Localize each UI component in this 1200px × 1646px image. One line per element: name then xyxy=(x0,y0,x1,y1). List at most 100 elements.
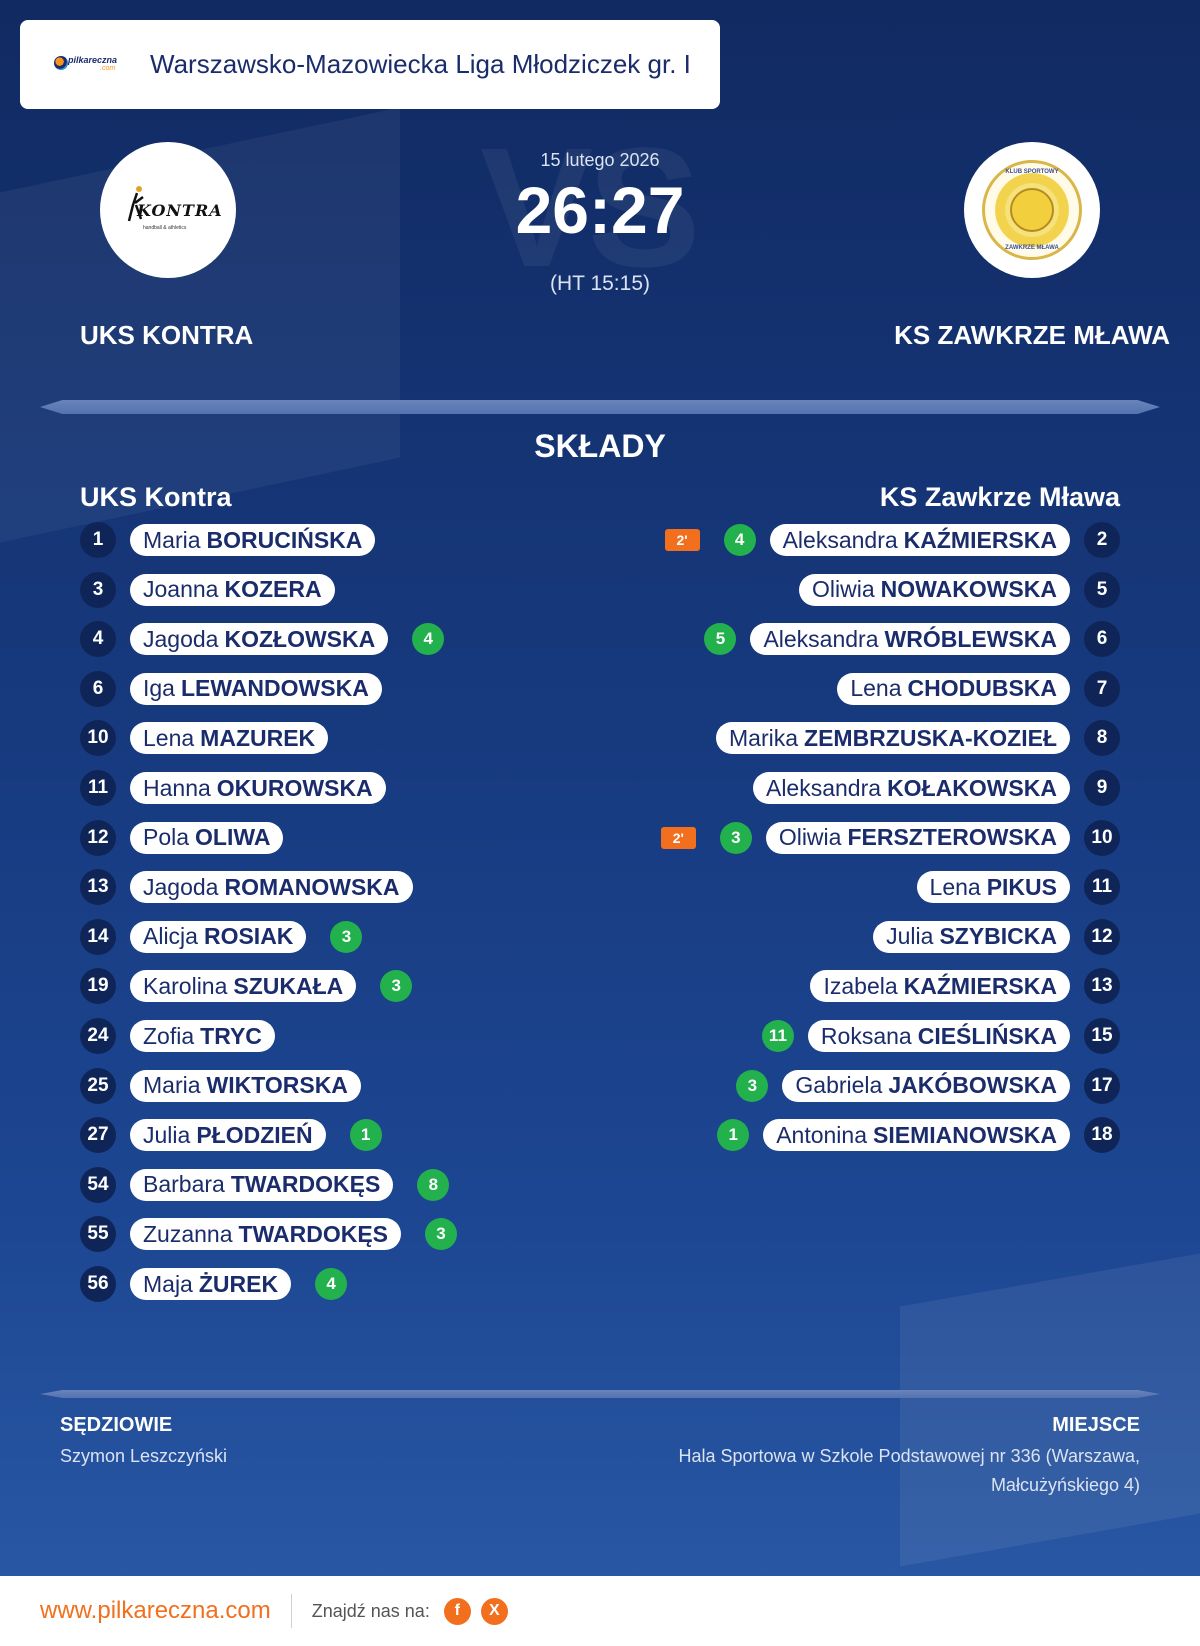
venue-text: Hala Sportowa w Szkole Podstawowej nr 33… xyxy=(678,1446,1140,1495)
player-name[interactable]: Marika ZEMBRZUSKA-KOZIEŁ xyxy=(716,722,1070,755)
footer-separator xyxy=(290,1594,292,1628)
player-first-name: Julia xyxy=(143,1121,191,1148)
player-name[interactable]: Izabela KAŹMIERSKA xyxy=(810,970,1070,1003)
player-name[interactable]: Antonina SIEMIANOWSKA xyxy=(763,1119,1070,1152)
away-team-logo: KLUB SPORTOWY ZAWKRZE MŁAWA xyxy=(964,142,1100,278)
home-squad-title: UKS Kontra xyxy=(80,482,232,512)
player-name[interactable]: Karolina SZUKAŁA xyxy=(130,970,357,1003)
player-number: 15 xyxy=(1084,1018,1120,1054)
player-name[interactable]: Iga LEWANDOWSKA xyxy=(130,672,382,705)
player-last-name: TWARDOKĘS xyxy=(230,1171,381,1198)
player-first-name: Izabela xyxy=(823,972,898,999)
player-name[interactable]: Lena CHODUBSKA xyxy=(837,672,1070,705)
player-first-name: Gabriela xyxy=(795,1072,883,1099)
player-name[interactable]: Oliwia NOWAKOWSKA xyxy=(799,573,1070,606)
pilkareczna-logo[interactable]: pilkareczna .com xyxy=(50,50,130,80)
player-name[interactable]: Maria WIKTORSKA xyxy=(130,1069,361,1102)
player-first-name: Karolina xyxy=(143,972,228,999)
referees-names: Szymon Leszczyński xyxy=(60,1446,228,1466)
player-number: 6 xyxy=(80,670,116,707)
player-name[interactable]: Hanna OKUROWSKA xyxy=(130,772,386,804)
player-first-name: Maria xyxy=(143,526,201,553)
goals-badge: 5 xyxy=(704,623,737,656)
away-player-row: 9 Aleksandra KOŁAKOWSKA xyxy=(752,770,1120,806)
player-last-name: TWARDOKĘS xyxy=(238,1220,389,1247)
player-name[interactable]: Aleksandra KOŁAKOWSKA xyxy=(752,772,1070,804)
away-player-row: 7 Lena CHODUBSKA xyxy=(837,670,1120,707)
player-name[interactable]: Maja ŻUREK xyxy=(130,1268,292,1300)
player-last-name: FERSZTEROWSKA xyxy=(847,824,1057,851)
player-number: 8 xyxy=(1084,720,1120,757)
player-name[interactable]: Julia PŁODZIEŃ xyxy=(130,1119,326,1152)
player-last-name: OKUROWSKA xyxy=(216,774,373,801)
player-last-name: TRYC xyxy=(200,1022,262,1049)
player-last-name: ROMANOWSKA xyxy=(224,873,400,900)
player-first-name: Aleksandra xyxy=(763,625,879,652)
home-player-row: 11 Hanna OKUROWSKA xyxy=(80,770,386,806)
player-name[interactable]: Zofia TRYC xyxy=(130,1020,275,1052)
player-first-name: Joanna xyxy=(143,576,219,603)
referees-heading: SĘDZIOWIE xyxy=(60,1414,173,1436)
player-name[interactable]: Jagoda ROMANOWSKA xyxy=(130,871,413,904)
goals-badge: 3 xyxy=(719,821,752,854)
home-player-row: 55 Zuzanna TWARDOKĘS 3 xyxy=(80,1216,458,1253)
suspension-badge: 2' xyxy=(664,529,700,551)
player-last-name: PŁODZIEŃ xyxy=(196,1121,313,1148)
away-player-row: 8 Marika ZEMBRZUSKA-KOZIEŁ xyxy=(716,720,1120,757)
player-name[interactable]: Pola OLIWA xyxy=(130,821,284,854)
player-last-name: KOZERA xyxy=(224,576,322,603)
player-number: 3 xyxy=(80,571,116,608)
player-last-name: ŻUREK xyxy=(198,1270,279,1297)
player-name[interactable]: Oliwia FERSZTEROWSKA xyxy=(765,821,1070,854)
find-us-label: Znajdź nas na: xyxy=(311,1600,430,1621)
goals-badge: 3 xyxy=(330,920,363,953)
background-shape xyxy=(900,1253,1200,1567)
venue-heading: MIEJSCE xyxy=(1052,1414,1140,1436)
player-number: 27 xyxy=(80,1117,116,1154)
player-last-name: MAZUREK xyxy=(200,724,316,751)
player-name[interactable]: Aleksandra WRÓBLEWSKA xyxy=(750,623,1070,656)
website-link[interactable]: www.pilkareczna.com xyxy=(40,1597,271,1624)
divider xyxy=(40,1390,1160,1398)
player-first-name: Maria xyxy=(143,1072,201,1099)
player-last-name: KOŁAKOWSKA xyxy=(887,774,1057,801)
player-name[interactable]: Roksana CIEŚLIŃSKA xyxy=(807,1020,1070,1052)
away-player-row: 15 Roksana CIEŚLIŃSKA 11 xyxy=(761,1018,1120,1054)
player-name[interactable]: Maria BORUCIŃSKA xyxy=(130,524,376,556)
player-last-name: ZEMBRZUSKA-KOZIEŁ xyxy=(804,724,1057,751)
player-name[interactable]: Aleksandra KAŹMIERSKA xyxy=(769,524,1070,556)
player-last-name: BORUCIŃSKA xyxy=(206,526,363,553)
player-number: 14 xyxy=(80,918,116,955)
player-number: 13 xyxy=(80,869,116,906)
player-number: 7 xyxy=(1084,670,1120,707)
player-name[interactable]: Lena MAZUREK xyxy=(130,722,329,755)
player-number: 55 xyxy=(80,1216,116,1253)
x-icon[interactable]: X xyxy=(480,1597,508,1625)
player-name[interactable]: Zuzanna TWARDOKĘS xyxy=(130,1218,402,1251)
player-number: 11 xyxy=(80,770,116,806)
home-player-row: 19 Karolina SZUKAŁA 3 xyxy=(80,968,413,1005)
player-first-name: Alicja xyxy=(143,923,198,950)
player-name[interactable]: Lena PIKUS xyxy=(916,871,1070,904)
player-name[interactable]: Barbara TWARDOKĘS xyxy=(130,1168,394,1201)
player-last-name: WRÓBLEWSKA xyxy=(884,625,1057,652)
player-name[interactable]: Gabriela JAKÓBOWSKA xyxy=(782,1069,1070,1102)
home-player-row: 10 Lena MAZUREK xyxy=(80,720,329,757)
player-name[interactable]: Alicja ROSIAK xyxy=(130,920,307,953)
home-player-row: 3 Joanna KOZERA xyxy=(80,571,335,608)
player-name[interactable]: Joanna KOZERA xyxy=(130,573,335,606)
home-player-row: 24 Zofia TRYC xyxy=(80,1018,275,1054)
home-player-row: 54 Barbara TWARDOKĘS 8 xyxy=(80,1166,450,1203)
club-crest-icon xyxy=(1010,188,1054,232)
player-last-name: SIEMIANOWSKA xyxy=(873,1121,1057,1148)
player-last-name: LEWANDOWSKA xyxy=(180,675,369,702)
facebook-icon[interactable]: f xyxy=(443,1597,471,1625)
away-squad-title: KS Zawkrze Mława xyxy=(879,482,1120,512)
divider xyxy=(40,400,1160,414)
player-number: 12 xyxy=(1084,918,1120,955)
player-number: 19 xyxy=(80,968,116,1005)
player-name[interactable]: Jagoda KOZŁOWSKA xyxy=(130,623,389,656)
player-first-name: Hanna xyxy=(143,774,211,801)
player-last-name: SZUKAŁA xyxy=(233,972,344,999)
player-name[interactable]: Julia SZYBICKA xyxy=(873,920,1070,953)
